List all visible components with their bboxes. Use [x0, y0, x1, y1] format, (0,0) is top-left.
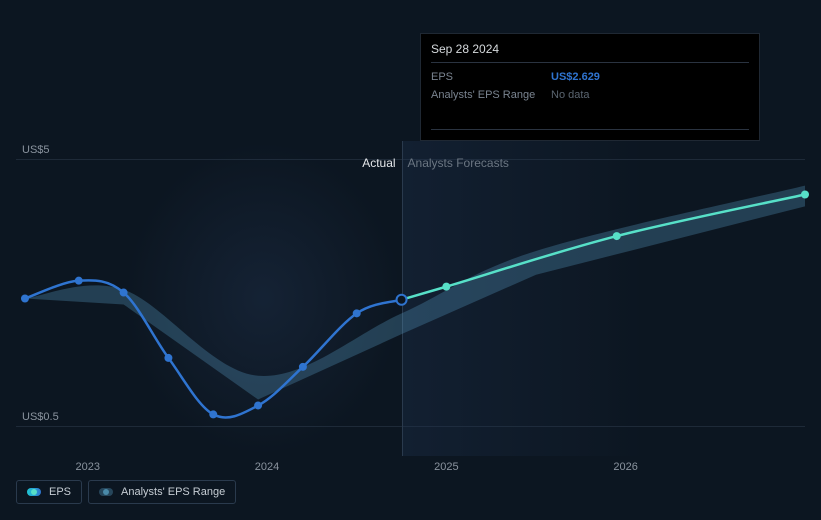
x-axis-label: 2023 — [75, 461, 99, 473]
x-axis-label: 2024 — [255, 461, 279, 473]
tooltip-row: EPS US$2.629 — [431, 68, 749, 86]
plot-area[interactable]: Actual Analysts Forecasts US$5 US$0.5 20… — [16, 141, 805, 456]
tooltip-title: Sep 28 2024 — [431, 42, 749, 63]
legend-label: Analysts' EPS Range — [121, 486, 225, 498]
eps-chart-container: Sep 28 2024 EPS US$2.629 Analysts' EPS R… — [16, 16, 805, 504]
legend-item-range[interactable]: Analysts' EPS Range — [88, 480, 236, 504]
legend-swatch-eps — [27, 488, 41, 496]
legend-swatch-range — [99, 488, 113, 496]
legend-item-eps[interactable]: EPS — [16, 480, 82, 504]
x-axis-label: 2025 — [434, 461, 458, 473]
tooltip-key-eps: EPS — [431, 68, 551, 86]
tooltip-value-range: No data — [551, 86, 590, 104]
x-axis-label: 2026 — [613, 461, 637, 473]
tooltip-value-eps: US$2.629 — [551, 68, 600, 86]
chart-tooltip: Sep 28 2024 EPS US$2.629 Analysts' EPS R… — [420, 33, 760, 141]
tooltip-row: Analysts' EPS Range No data — [431, 86, 749, 104]
chart-legend: EPS Analysts' EPS Range — [16, 480, 236, 504]
tooltip-key-range: Analysts' EPS Range — [431, 86, 551, 104]
legend-label: EPS — [49, 486, 71, 498]
highlight-marker — [397, 295, 407, 305]
range-area — [25, 186, 805, 400]
chart-svg — [16, 141, 805, 456]
